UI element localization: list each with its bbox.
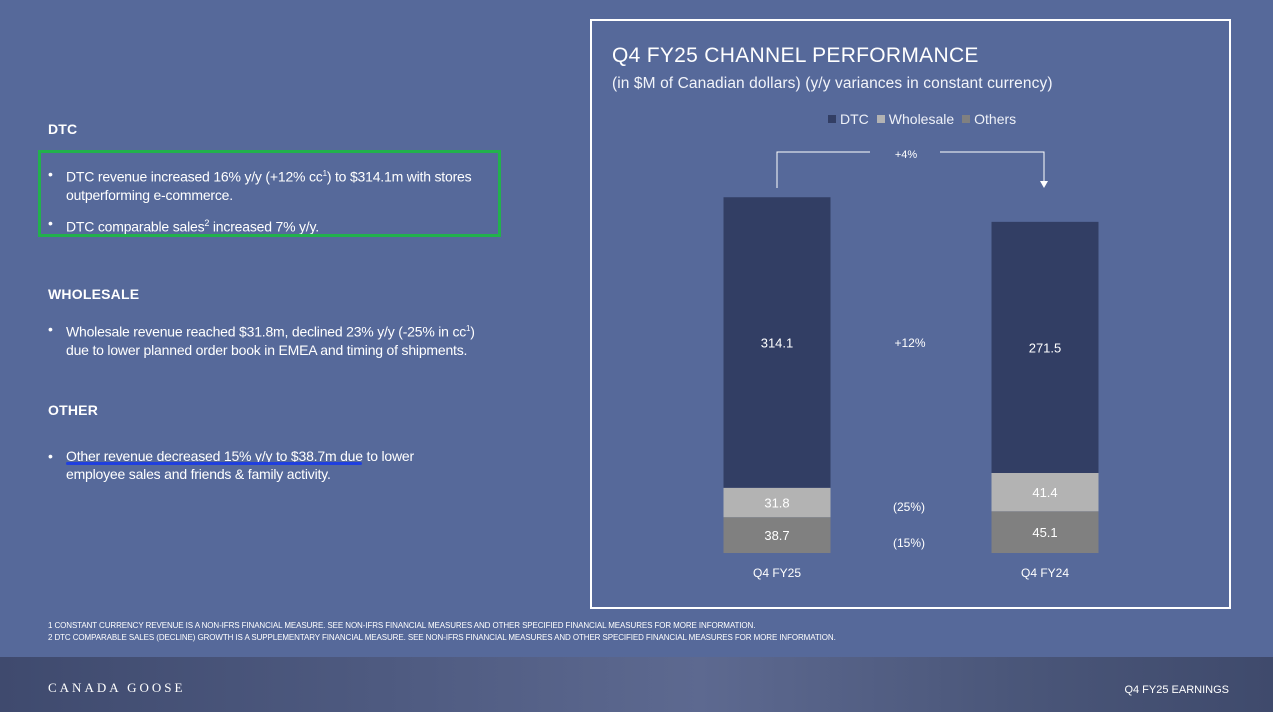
other-underline-mark bbox=[66, 462, 362, 465]
footnote-2: 2 DTC COMPARABLE SALES (DECLINE) GROWTH … bbox=[48, 633, 836, 642]
footnote-ref: 1 bbox=[466, 324, 471, 333]
bullet-dot: • bbox=[48, 166, 53, 182]
dtc-bullet-comparable-text-after: increased 7% y/y. bbox=[209, 218, 319, 235]
legend-swatch-dtc bbox=[828, 115, 836, 123]
footer-label: Q4 FY25 EARNINGS bbox=[1124, 684, 1229, 696]
dtc-highlight-box bbox=[38, 150, 501, 237]
other-heading: OTHER bbox=[48, 402, 98, 418]
chart-subtitle: (in $M of Canadian dollars) (y/y varianc… bbox=[612, 75, 1053, 92]
dtc-bullet-comparable-text: DTC comparable sales bbox=[66, 218, 205, 235]
bullet-dot: • bbox=[48, 448, 53, 464]
chart-legend: DTC Wholesale Others bbox=[828, 111, 1016, 127]
dtc-bullet-comparable: • DTC comparable sales2 increased 7% y/y… bbox=[48, 214, 498, 236]
legend-swatch-wholesale bbox=[876, 115, 885, 123]
legend-item-wholesale: Wholesale bbox=[876, 111, 955, 127]
bullet-dot: • bbox=[48, 215, 53, 231]
legend-item-others: Others bbox=[962, 111, 1016, 127]
wholesale-bullet-text: Wholesale revenue reached $31.8m, declin… bbox=[66, 323, 467, 340]
legend-label-dtc: DTC bbox=[840, 111, 869, 127]
brand-logo-text: CANADA GOOSE bbox=[48, 680, 186, 695]
dtc-heading: DTC bbox=[48, 121, 78, 137]
footnote-ref: 2 bbox=[204, 218, 210, 228]
legend-label-wholesale: Wholesale bbox=[888, 111, 955, 127]
wholesale-heading: WHOLESALE bbox=[48, 286, 140, 302]
chart-frame bbox=[590, 19, 1231, 609]
legend-label-others: Others bbox=[974, 111, 1017, 127]
dtc-bullet-revenue-text-after: ) to $314.1m with stores outperforming e… bbox=[66, 168, 472, 203]
other-bullet-text: Other revenue decreased 15% y/y to $38.7… bbox=[66, 448, 414, 482]
chart-title: Q4 FY25 CHANNEL PERFORMANCE bbox=[612, 44, 979, 67]
footer-band bbox=[0, 657, 1273, 712]
dtc-bullet-revenue-text: DTC revenue increased 16% y/y (+12% cc bbox=[66, 168, 323, 185]
footnote-1: 1 CONSTANT CURRENCY REVENUE IS A NON-IFR… bbox=[48, 621, 756, 630]
wholesale-bullet: • Wholesale revenue reached $31.8m, decl… bbox=[48, 320, 488, 359]
bullet-dot: • bbox=[48, 321, 53, 337]
legend-item-dtc: DTC bbox=[828, 111, 869, 127]
footnote-ref: 1 bbox=[322, 169, 327, 178]
other-bullet: • Other revenue decreased 15% y/y to $38… bbox=[48, 447, 468, 483]
wholesale-bullet-text-after: ) due to lower planned order book in EME… bbox=[66, 323, 475, 358]
dtc-bullet-revenue: • DTC revenue increased 16% y/y (+12% cc… bbox=[48, 165, 498, 204]
legend-swatch-others bbox=[962, 115, 971, 123]
